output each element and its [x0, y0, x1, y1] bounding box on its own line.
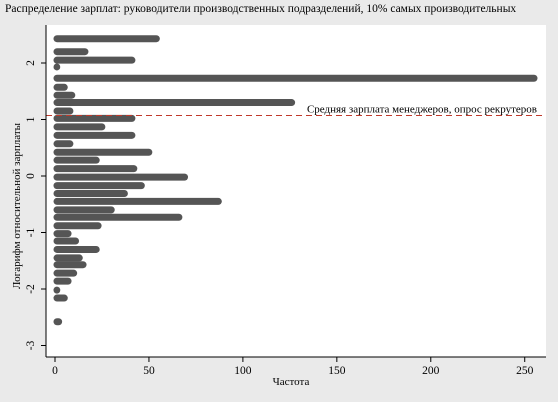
histogram-bar-18: [53, 190, 128, 198]
histogram-bar-14: [53, 156, 100, 164]
histogram-bar-17: [53, 182, 145, 190]
y-tick-label-4: 1: [25, 116, 37, 122]
histogram-bar-4: [53, 74, 538, 82]
x-tick-label-3: 150: [328, 365, 346, 377]
x-axis-title: Частота: [273, 376, 310, 388]
histogram-bar-20: [53, 206, 115, 214]
y-tick-label-3: 0: [25, 173, 37, 179]
x-tick-label-5: 250: [516, 365, 534, 377]
histogram-bar-31: [53, 294, 68, 302]
chart-title: Распределение зарплат: руководители прои…: [5, 3, 517, 15]
histogram-bar-28: [53, 269, 78, 277]
histogram-bar-5: [53, 83, 68, 91]
histogram-bar-27: [53, 261, 87, 269]
histogram-bar-15: [53, 165, 138, 173]
histogram-bar-8: [53, 107, 74, 115]
x-tick-label-0: 0: [52, 365, 58, 377]
reference-line-label: Средняя зарплата менеджеров, опрос рекру…: [307, 104, 537, 116]
histogram-bar-0: [53, 35, 160, 43]
x-tick-label-1: 50: [143, 365, 155, 377]
histogram-bar-12: [53, 140, 74, 148]
histogram-bar-3: [53, 63, 61, 71]
histogram-bar-30: [53, 286, 61, 294]
histogram-bar-1: [53, 48, 89, 56]
histogram-bar-19: [53, 197, 222, 205]
y-tick-label-0: -3: [25, 340, 37, 350]
y-tick-label-2: -1: [25, 227, 37, 237]
histogram-bar-23: [53, 230, 72, 238]
histogram-bar-6: [53, 91, 76, 99]
y-tick-label-1: -2: [25, 284, 37, 294]
histogram-bar-11: [53, 131, 136, 139]
x-tick-label-2: 100: [234, 365, 252, 377]
y-tick-label-5: 2: [25, 60, 37, 66]
histogram-bar-21: [53, 213, 183, 221]
histogram-bar-7: [53, 99, 296, 107]
histogram-bar-32: [53, 318, 63, 326]
histogram-bar-24: [53, 237, 80, 245]
histogram-bar-2: [53, 56, 136, 64]
histogram-bar-10: [53, 123, 106, 131]
histogram-bar-13: [53, 148, 153, 156]
histogram-bar-22: [53, 222, 102, 230]
y-axis-title: Логарифм относительной зарплаты: [11, 122, 23, 289]
histogram-bar-9: [53, 114, 136, 122]
histogram-bar-29: [53, 277, 72, 285]
x-tick-label-4: 200: [422, 365, 440, 377]
histogram-bar-26: [53, 254, 83, 262]
histogram-bar-16: [53, 173, 189, 181]
histogram-bar-25: [53, 245, 100, 253]
